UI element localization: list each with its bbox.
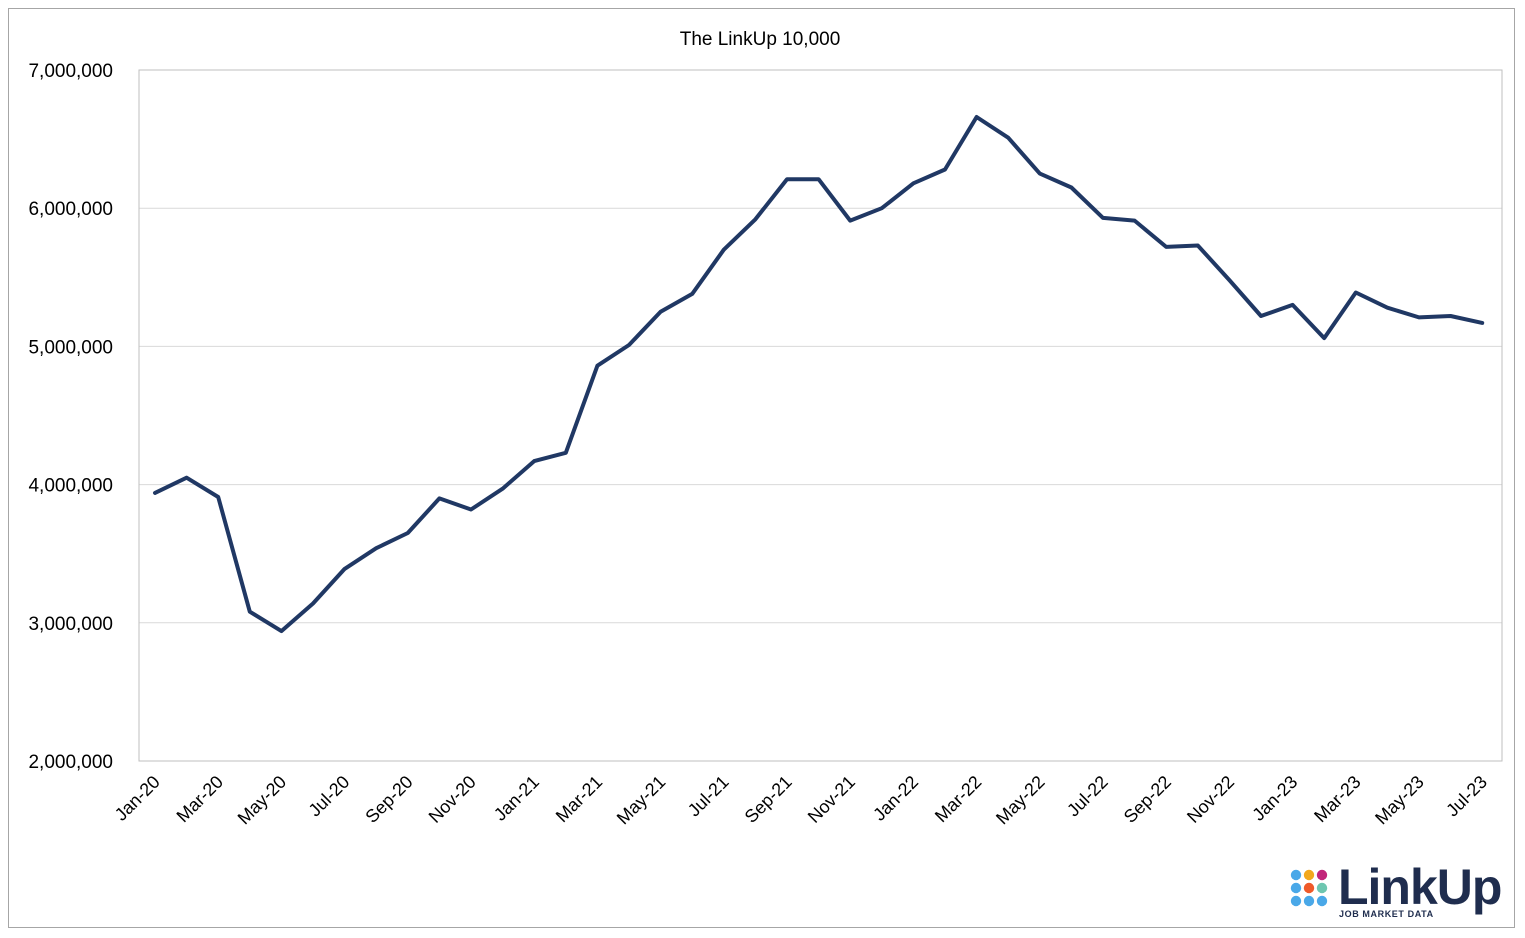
series-line <box>153 115 1485 634</box>
logo-tagline: JOB MARKET DATA <box>1339 909 1434 919</box>
x-tick-label: May-23 <box>1371 772 1428 829</box>
x-tick-label: Jul-21 <box>684 772 733 821</box>
x-tick-label: Mar-20 <box>173 772 227 826</box>
gridlines <box>139 207 1502 624</box>
x-tick-label: May-22 <box>992 772 1049 829</box>
x-tick-label: May-21 <box>613 772 670 829</box>
x-tick-label: Jul-23 <box>1442 772 1491 821</box>
logo-dot <box>1303 869 1315 881</box>
x-tick-label: Jul-20 <box>305 772 354 821</box>
logo-wordmark: LinkUp <box>1338 859 1502 915</box>
x-tick-label: Jan-22 <box>869 772 922 825</box>
x-tick-label: Jan-21 <box>490 772 543 825</box>
linkup-logo-dots <box>1290 869 1328 907</box>
x-tick-label: Nov-22 <box>1183 772 1238 827</box>
x-tick-label: Mar-21 <box>552 772 606 826</box>
logo-dot <box>1316 895 1328 907</box>
plot-area <box>138 69 1503 762</box>
x-tick-label: Sep-22 <box>1120 772 1175 827</box>
logo-dot <box>1316 869 1328 881</box>
y-tick-label: 5,000,000 <box>28 337 113 358</box>
x-tick-label: May-20 <box>234 772 291 829</box>
x-tick-label: Nov-20 <box>425 772 480 827</box>
x-tick-label: Jan-20 <box>111 772 164 825</box>
y-axis-ticks: 2,000,000 3,000,000 4,000,000 5,000,000 6,00… <box>28 61 113 773</box>
logo-dot <box>1290 869 1302 881</box>
y-tick-label: 2,000,000 <box>28 752 113 773</box>
logo-dot <box>1303 895 1315 907</box>
x-tick-label: Nov-21 <box>804 772 859 827</box>
logo-dot <box>1316 882 1328 894</box>
logo-dot <box>1290 882 1302 894</box>
y-tick-label: 7,000,000 <box>28 61 113 82</box>
y-tick-label: 6,000,000 <box>28 199 113 220</box>
chart-title: The LinkUp 10,000 <box>680 29 841 50</box>
x-tick-label: Sep-20 <box>361 772 416 827</box>
x-tick-label: Jan-23 <box>1248 772 1301 825</box>
x-tick-label: Jul-22 <box>1063 772 1112 821</box>
y-tick-label: 4,000,000 <box>28 476 113 497</box>
logo-dot <box>1290 895 1302 907</box>
x-tick-label: Mar-22 <box>931 772 985 826</box>
x-tick-label: Sep-21 <box>741 772 796 827</box>
x-axis-ticks: Jan-20 Mar-20 May-20 Jul-20 Sep-20 Nov-20 Jan-… <box>111 772 1491 829</box>
logo-dot <box>1303 882 1315 894</box>
y-tick-label: 3,000,000 <box>28 614 113 635</box>
chart-frame <box>8 8 1515 928</box>
x-tick-label: Mar-23 <box>1310 772 1364 826</box>
